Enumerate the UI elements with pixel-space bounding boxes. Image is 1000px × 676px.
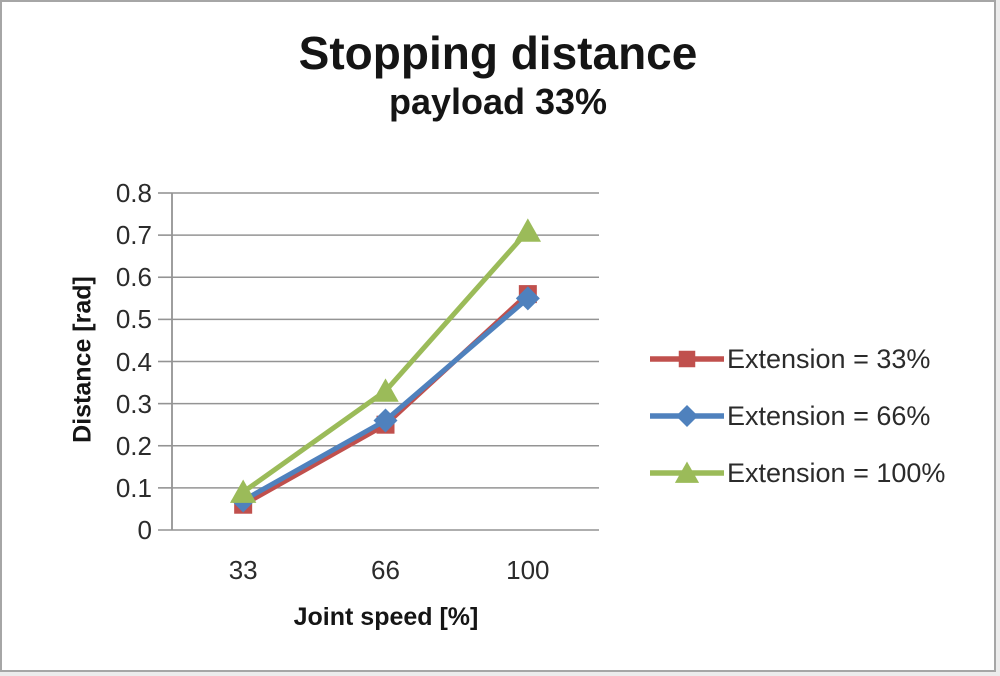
x-tick-label: 100: [506, 555, 550, 585]
square-legend-marker-icon: [650, 350, 724, 368]
y-tick-label: 0.3: [115, 388, 152, 419]
legend-label: Extension = 100%: [727, 457, 946, 488]
y-tick-label: 0.5: [115, 304, 152, 335]
y-tick-label: 0.8: [115, 178, 152, 208]
title-block: Stopping distance payload 33%: [2, 26, 994, 123]
diamond-marker-extension-66: [515, 286, 540, 311]
triangle-legend-marker-icon: [650, 461, 724, 483]
legend-label: Extension = 33%: [727, 343, 931, 374]
y-tick-label: 0.1: [115, 472, 152, 503]
legend-marker-shape: [676, 405, 698, 427]
chart-title: Stopping distance: [298, 27, 698, 79]
triangle-marker-extension-100: [229, 479, 257, 503]
y-tick-label: 0: [137, 515, 152, 545]
legend-marker-shape: [678, 350, 696, 368]
chart-subtitle: payload 33%: [388, 81, 608, 123]
legend-item-extension-100: Extension = 100%: [648, 453, 945, 493]
y-tick-label: 0.4: [115, 346, 152, 377]
legend-item-extension-33: Extension = 33%: [648, 339, 945, 379]
y-tick-label: 0.7: [115, 220, 152, 251]
legend-label: Extension = 66%: [727, 400, 931, 431]
y-tick-label: 0.2: [115, 430, 152, 461]
x-tick-label: 66: [371, 555, 400, 585]
diamond-marker-extension-66: [373, 408, 398, 433]
legend-marker-shape: [674, 461, 700, 483]
triangle-marker-extension-100: [372, 378, 399, 402]
y-tick-label: 0.6: [115, 262, 152, 293]
legend-item-extension-66: Extension = 66%: [648, 396, 945, 436]
diamond-legend-marker-icon: [650, 405, 724, 427]
x-tick-label: 33: [228, 555, 258, 585]
y-axis-title: Distance [rad]: [68, 276, 97, 443]
legend: Extension = 33% Extension = 66% Extension …: [648, 339, 945, 510]
triangle-marker-extension-100: [514, 218, 542, 242]
x-axis-title: Joint speed [%]: [293, 603, 479, 631]
